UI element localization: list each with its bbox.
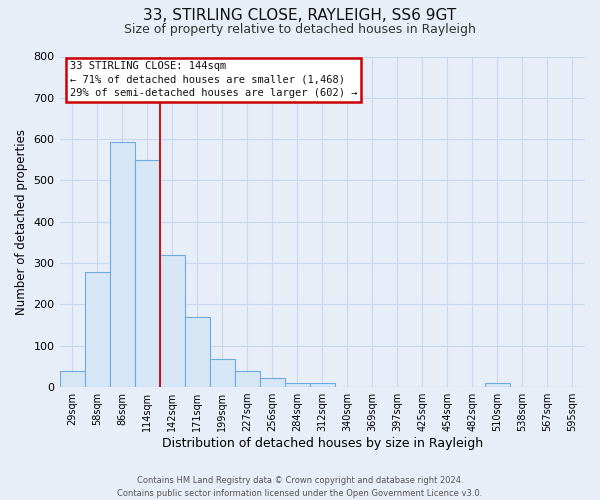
Bar [134, 160, 160, 387]
Bar [485, 383, 510, 387]
Bar [235, 372, 260, 387]
Y-axis label: Number of detached properties: Number of detached properties [15, 129, 28, 315]
Bar [260, 378, 285, 387]
Text: 33, STIRLING CLOSE, RAYLEIGH, SS6 9GT: 33, STIRLING CLOSE, RAYLEIGH, SS6 9GT [143, 8, 457, 22]
Bar [285, 383, 310, 387]
Text: Size of property relative to detached houses in Rayleigh: Size of property relative to detached ho… [124, 22, 476, 36]
Bar [110, 142, 134, 387]
Bar [160, 255, 185, 387]
Text: Contains HM Land Registry data © Crown copyright and database right 2024.
Contai: Contains HM Land Registry data © Crown c… [118, 476, 482, 498]
Text: 33 STIRLING CLOSE: 144sqm
← 71% of detached houses are smaller (1,468)
29% of se: 33 STIRLING CLOSE: 144sqm ← 71% of detac… [70, 62, 358, 98]
Bar [185, 317, 209, 387]
Bar [59, 372, 85, 387]
X-axis label: Distribution of detached houses by size in Rayleigh: Distribution of detached houses by size … [162, 437, 483, 450]
Bar [209, 359, 235, 387]
Bar [310, 383, 335, 387]
Bar [85, 272, 110, 387]
